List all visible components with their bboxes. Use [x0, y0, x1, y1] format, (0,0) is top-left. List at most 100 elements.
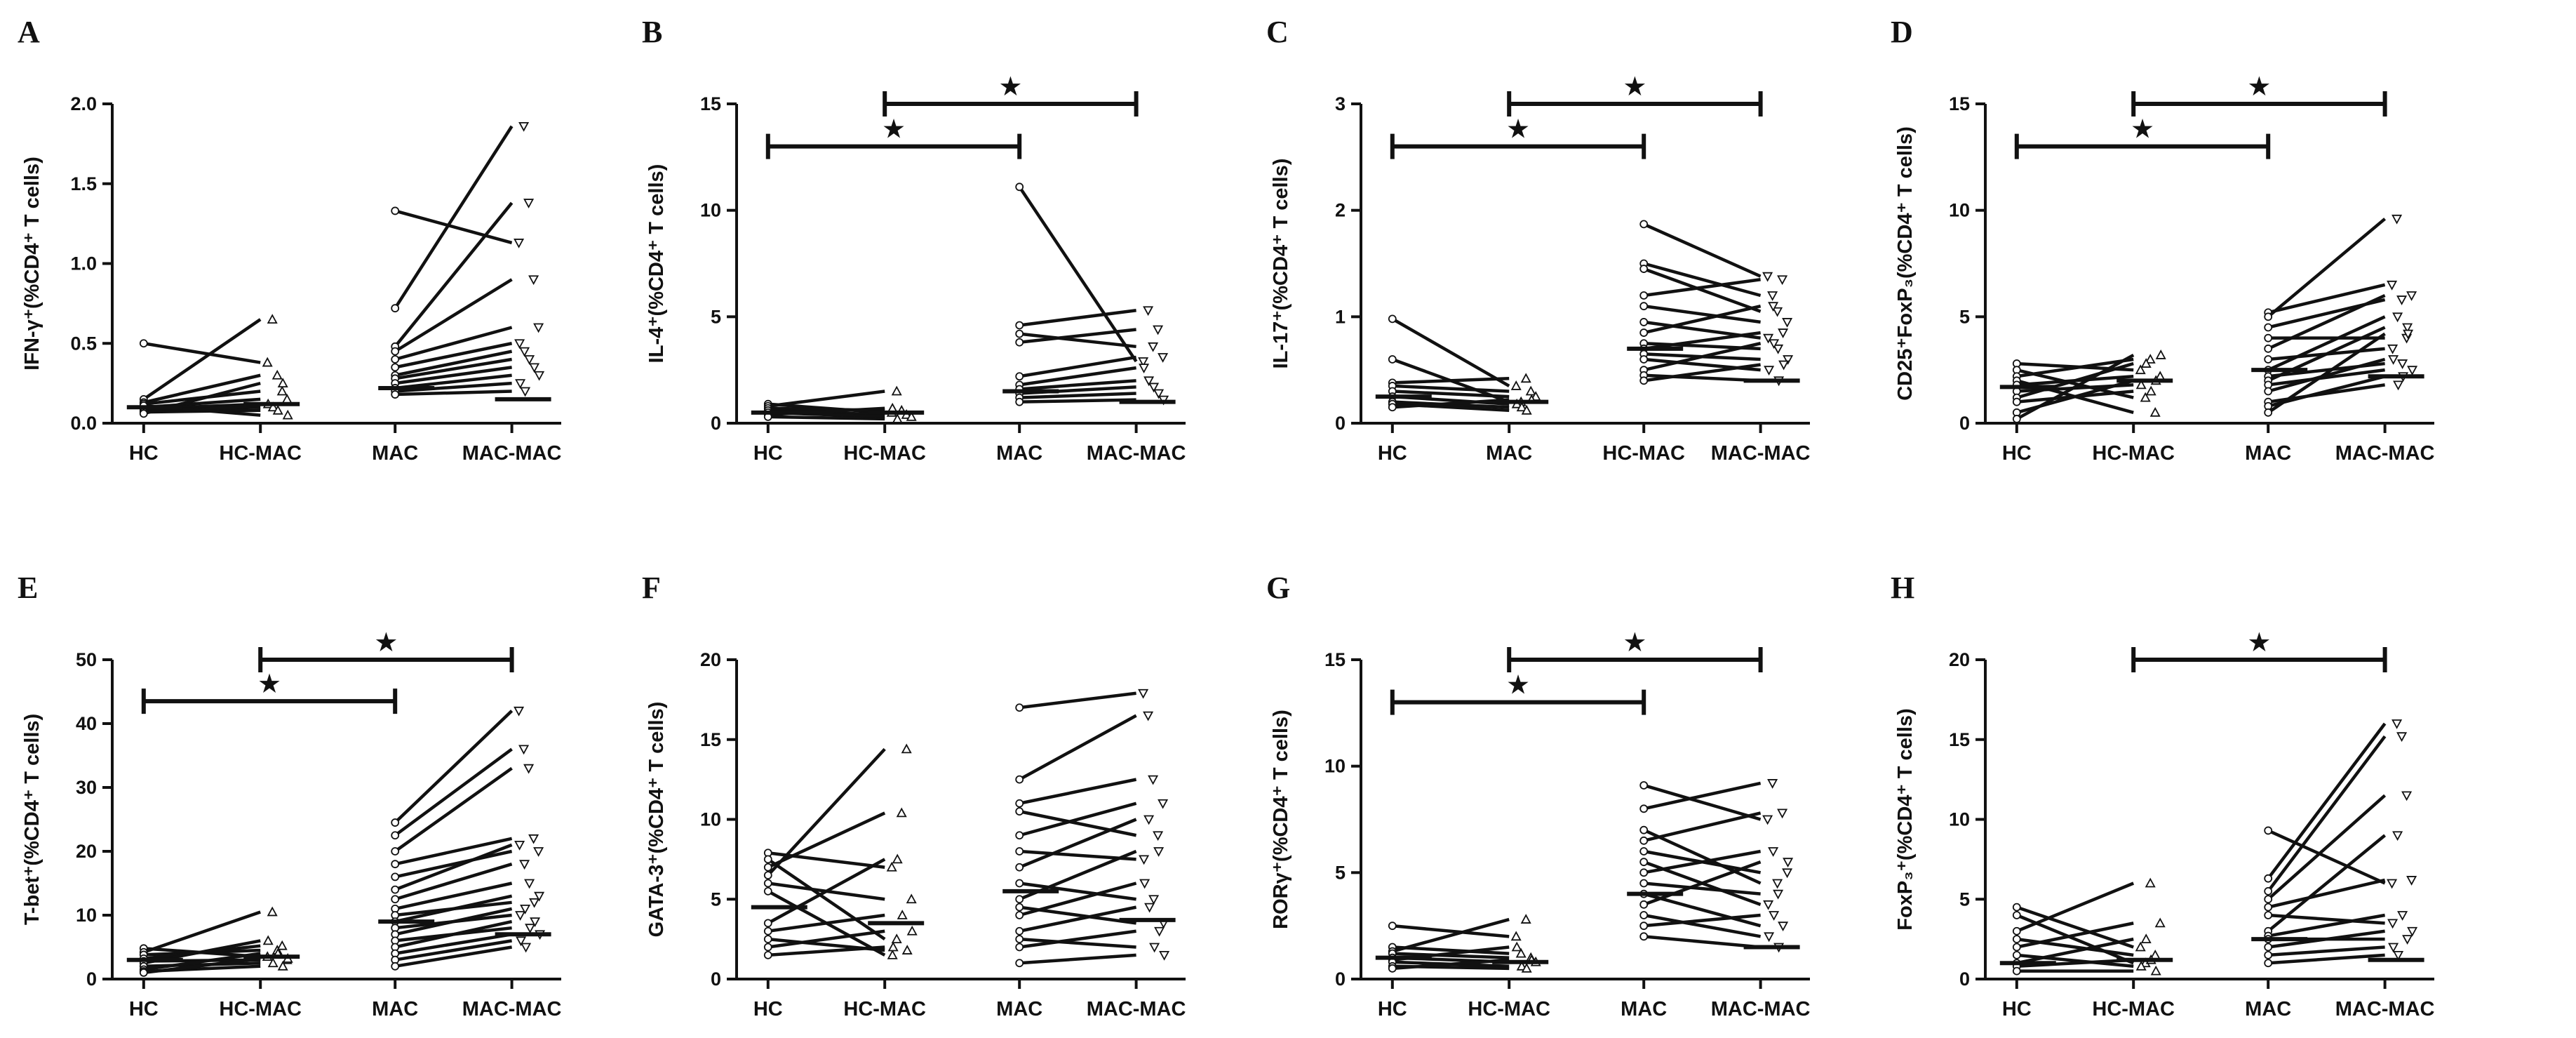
x-category-label: HC-MAC	[219, 442, 302, 465]
y-tick-label: 10	[700, 200, 721, 221]
data-point	[1521, 404, 1532, 415]
data-point	[139, 339, 148, 348]
y-tick-label: 20	[1949, 649, 1970, 670]
data-point	[267, 957, 279, 968]
data-point	[262, 357, 273, 367]
x-category-label: HC-MAC	[1602, 442, 1685, 465]
data-point	[1773, 344, 1784, 354]
y-tick-label: 30	[76, 777, 97, 798]
data-point	[514, 841, 525, 851]
data-point	[2391, 214, 2403, 225]
significance-star: ★	[1623, 71, 1646, 102]
paired-line	[1643, 913, 1761, 928]
data-point	[1153, 389, 1165, 399]
y-tick-label: 0.0	[70, 413, 97, 434]
paired-line	[767, 747, 886, 877]
paired-line	[1643, 935, 1761, 949]
paired-line	[1392, 958, 1510, 971]
data-point	[1388, 964, 1397, 973]
y-tick-label: 1.0	[70, 253, 97, 274]
paired-line	[767, 929, 885, 949]
data-point	[2012, 903, 2021, 912]
data-point	[1138, 357, 1149, 367]
paired-line	[1643, 304, 1762, 335]
data-point	[1149, 943, 1160, 953]
x-category-label: MAC-MAC	[462, 998, 562, 1020]
data-point	[2012, 943, 2021, 952]
data-point	[2407, 926, 2418, 937]
data-point	[1783, 858, 1794, 868]
data-point	[886, 861, 897, 872]
x-category-label: HC-MAC	[1468, 998, 1550, 1020]
data-point	[529, 898, 540, 908]
paired-line	[1643, 222, 1762, 278]
data-point	[2387, 280, 2398, 291]
x-category-label: MAC	[996, 998, 1042, 1020]
data-point	[891, 385, 902, 396]
data-point	[2406, 291, 2417, 301]
data-point	[1388, 921, 1397, 931]
data-point	[763, 919, 772, 928]
paired-line	[394, 945, 512, 969]
paired-line	[394, 939, 512, 962]
data-point	[763, 886, 772, 896]
paired-line	[1392, 390, 1510, 399]
significance-star: ★	[257, 668, 281, 699]
data-point	[1153, 831, 1164, 841]
data-point	[1148, 775, 1159, 785]
data-point	[1773, 889, 1784, 900]
data-point	[1639, 302, 1649, 311]
significance-star: ★	[2247, 627, 2271, 658]
paired-line	[394, 278, 513, 353]
chart-panel-F: F 0 5 10 15 20 HC HC-MAC MAC MAC-MAC GATA-3⁺(%CD4⁺…	[642, 571, 1186, 1020]
x-category-label: HC	[129, 442, 159, 465]
paired-line	[2267, 283, 2386, 314]
data-point	[139, 969, 148, 977]
data-point	[518, 121, 530, 132]
data-point	[892, 853, 903, 864]
paired-line	[1643, 849, 1762, 874]
x-category-label: MAC	[996, 442, 1042, 465]
data-point	[1782, 318, 1793, 328]
panel-letter: D	[1891, 15, 1913, 49]
y-tick-label: 15	[700, 93, 721, 114]
data-point	[2154, 917, 2166, 928]
data-point	[514, 239, 525, 248]
data-point	[1639, 328, 1649, 337]
paired-line	[2267, 315, 2386, 372]
data-point	[2264, 943, 2273, 952]
data-point	[1015, 807, 1024, 816]
data-point	[1639, 376, 1649, 385]
data-point	[763, 855, 772, 864]
data-point	[2396, 295, 2408, 305]
chart-panel-D: D 0 5 10 15 HC HC-MAC MAC MAC-MAC CD25⁺FoxP₃(%CD4…	[1891, 15, 2435, 465]
x-category-label: MAC	[2245, 998, 2291, 1020]
data-point	[2264, 886, 2273, 896]
data-point	[1139, 364, 1150, 374]
data-point	[267, 314, 278, 324]
y-tick-label: 0	[1959, 969, 1970, 990]
chart-panel-E: E 0 10 20 30 40 50 HC HC-MAC MAC MAC-MAC T-bet⁺(%CD…	[18, 571, 562, 1020]
y-tick-label: 2	[1335, 200, 1346, 221]
data-point	[2012, 966, 2021, 976]
paired-line	[1643, 342, 1762, 372]
y-tick-label: 0	[711, 413, 721, 434]
data-point	[2264, 874, 2273, 883]
paired-line	[1643, 811, 1762, 843]
data-point	[2393, 950, 2404, 961]
y-tick-label: 50	[76, 649, 97, 670]
paired-line	[2016, 958, 2134, 969]
data-point	[523, 764, 535, 774]
paired-line	[767, 913, 885, 933]
x-category-label: HC-MAC	[2092, 442, 2175, 465]
paired-line	[1643, 860, 1762, 906]
data-point	[2012, 397, 2021, 406]
data-point	[2264, 323, 2273, 332]
paired-line	[1019, 905, 1137, 933]
paired-line	[1392, 945, 1510, 955]
paired-line	[2267, 332, 2386, 414]
data-point	[520, 905, 531, 914]
data-point	[391, 304, 400, 313]
data-point	[529, 363, 540, 373]
chart-panel-H: H 0 5 10 15 20 HC HC-MAC MAC MAC-MAC FoxP₃⁺(%CD4⁺ …	[1891, 571, 2435, 1020]
